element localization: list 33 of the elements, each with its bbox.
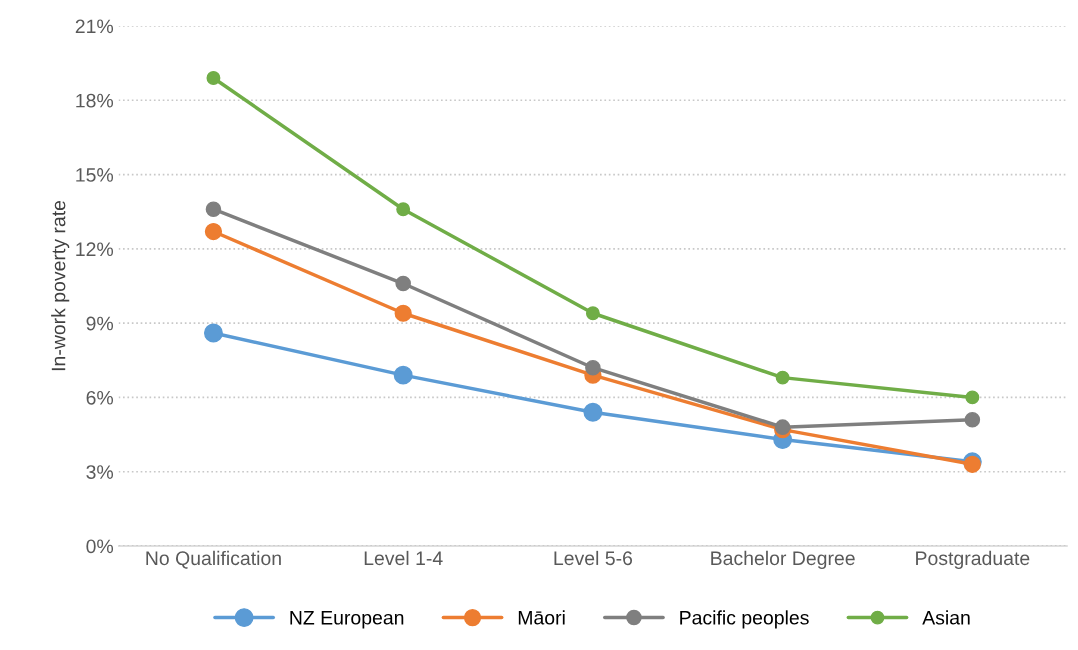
point (585, 306, 600, 321)
point (774, 419, 791, 435)
y-tick-label: 18% (76, 93, 114, 108)
y-axis-title: In-work poverty rate (51, 200, 70, 371)
point (205, 201, 222, 218)
y-tick-label: 0% (86, 539, 114, 554)
point (203, 323, 223, 343)
legend-label: Māori (518, 610, 565, 625)
y-tick-label: 6% (86, 390, 114, 405)
point (775, 370, 790, 385)
x-tick-label: No Qualification (146, 550, 281, 569)
y-tick-label: 15% (76, 168, 114, 182)
y-tick-label: 21% (75, 19, 114, 34)
point (585, 359, 601, 376)
point (964, 411, 981, 428)
y-tick-label: 12% (76, 242, 114, 257)
point (395, 275, 411, 292)
legend-label: Pacific peoples (680, 610, 809, 629)
x-tick-label: Level 5-6 (554, 550, 633, 566)
point (394, 304, 412, 322)
point (396, 202, 411, 217)
point (583, 402, 603, 422)
x-tick-label: Level 1-4 (364, 550, 443, 566)
point (204, 222, 223, 241)
y-tick-label: 3% (86, 465, 114, 479)
y-tick-label: 9% (86, 316, 114, 331)
point (393, 365, 413, 385)
point (965, 390, 980, 405)
legend-label: NZ European (290, 611, 404, 629)
legend-label: Asian (922, 610, 970, 625)
x-tick-label: Bachelor Degree (711, 550, 855, 569)
point (206, 71, 221, 85)
x-tick-label: Postgraduate (916, 550, 1030, 569)
